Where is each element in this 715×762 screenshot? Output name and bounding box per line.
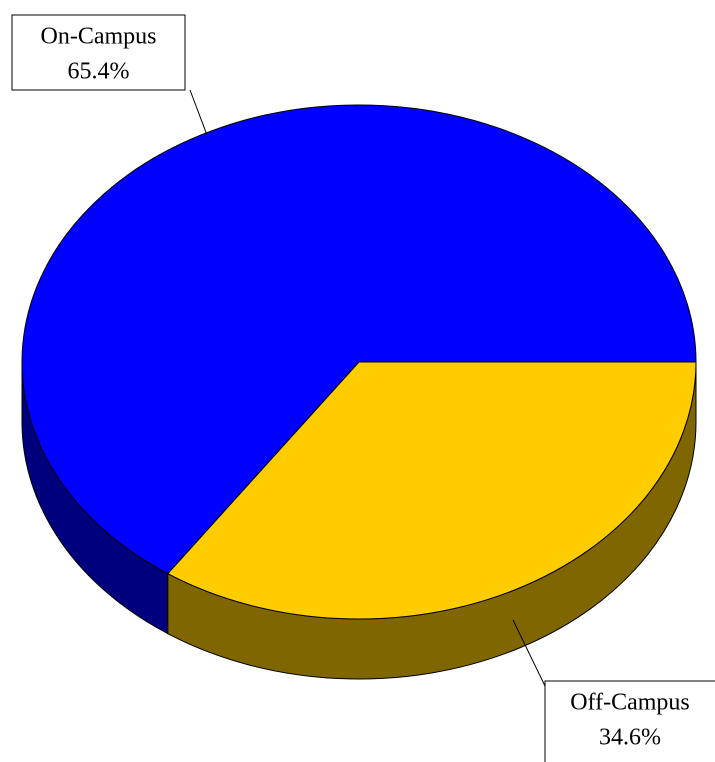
- pie-slice: [21, 104, 697, 575]
- label-box: [11, 14, 186, 91]
- slice-label: On-Campus: [41, 24, 157, 50]
- pie-slice: [167, 361, 697, 620]
- slice-label: Off-Campus: [570, 690, 690, 716]
- label-box: [544, 680, 715, 762]
- leader-line: [189, 89, 208, 136]
- slice-value-label: 65.4%: [68, 59, 130, 85]
- leader-line: [512, 619, 546, 687]
- slice-value-label: 34.6%: [599, 725, 661, 751]
